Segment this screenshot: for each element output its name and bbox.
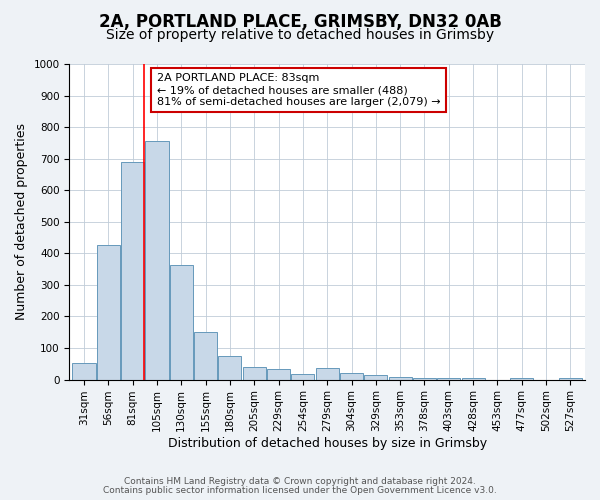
- Bar: [73, 363, 95, 380]
- Text: Contains public sector information licensed under the Open Government Licence v3: Contains public sector information licen…: [103, 486, 497, 495]
- Bar: [413, 378, 436, 380]
- Y-axis label: Number of detached properties: Number of detached properties: [15, 124, 28, 320]
- Bar: [267, 370, 290, 380]
- Bar: [316, 368, 339, 380]
- Bar: [559, 378, 582, 380]
- Bar: [389, 377, 412, 380]
- Text: Size of property relative to detached houses in Grimsby: Size of property relative to detached ho…: [106, 28, 494, 42]
- Text: Contains HM Land Registry data © Crown copyright and database right 2024.: Contains HM Land Registry data © Crown c…: [124, 477, 476, 486]
- Bar: [121, 162, 144, 380]
- Text: 2A, PORTLAND PLACE, GRIMSBY, DN32 0AB: 2A, PORTLAND PLACE, GRIMSBY, DN32 0AB: [98, 12, 502, 30]
- Text: 2A PORTLAND PLACE: 83sqm
← 19% of detached houses are smaller (488)
81% of semi-: 2A PORTLAND PLACE: 83sqm ← 19% of detach…: [157, 74, 440, 106]
- Bar: [461, 378, 485, 380]
- Bar: [218, 356, 241, 380]
- Bar: [170, 265, 193, 380]
- Bar: [437, 378, 460, 380]
- Bar: [292, 374, 314, 380]
- Bar: [340, 372, 363, 380]
- Bar: [242, 367, 266, 380]
- Bar: [145, 140, 169, 380]
- X-axis label: Distribution of detached houses by size in Grimsby: Distribution of detached houses by size …: [167, 437, 487, 450]
- Bar: [194, 332, 217, 380]
- Bar: [510, 378, 533, 380]
- Bar: [364, 375, 388, 380]
- Bar: [97, 246, 120, 380]
